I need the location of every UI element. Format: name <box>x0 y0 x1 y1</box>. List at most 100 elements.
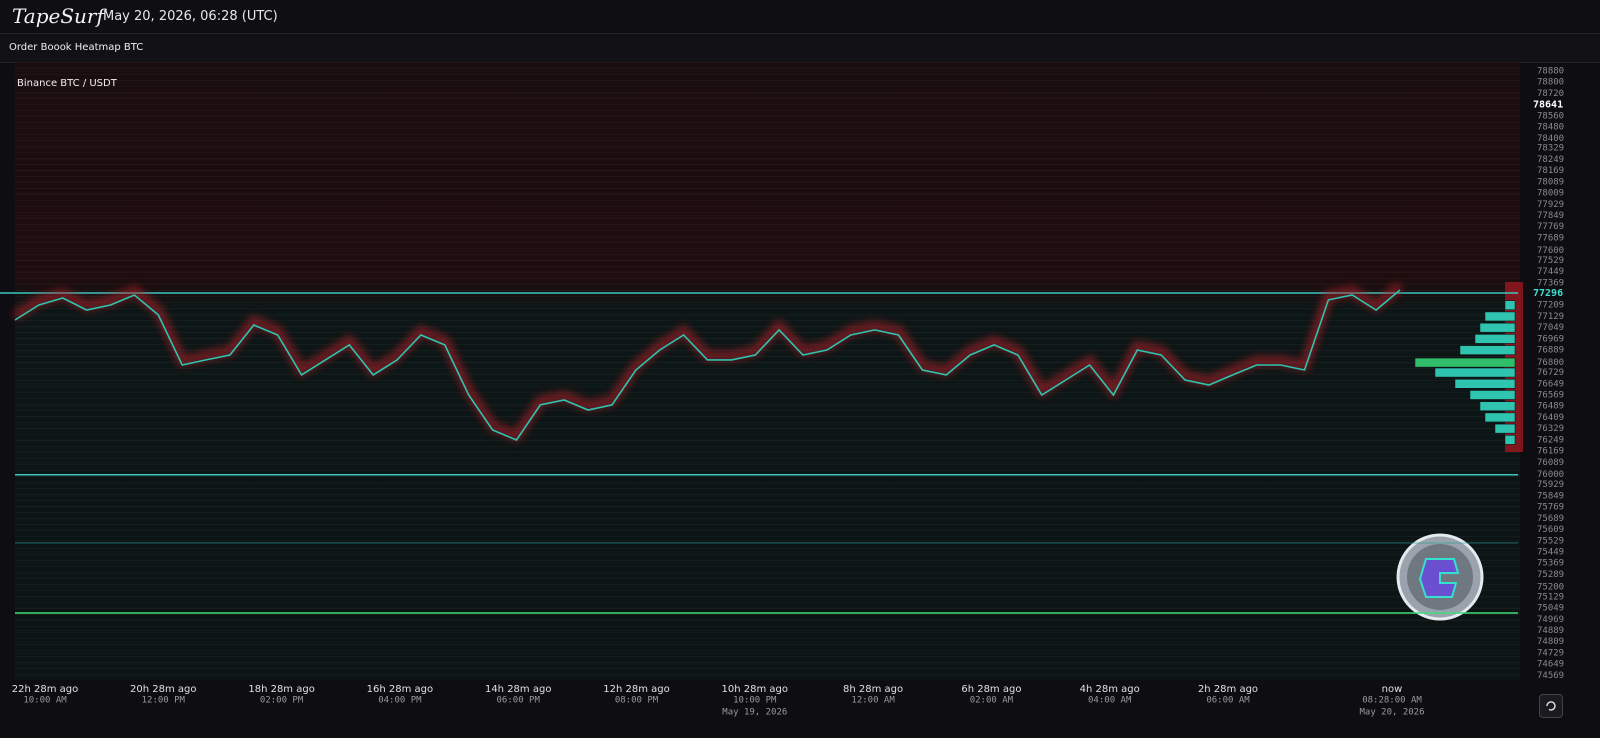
y-tick-label: 75609 <box>1537 525 1564 535</box>
y-tick-label: 77369 <box>1537 278 1564 288</box>
depth-bar <box>1494 423 1516 434</box>
y-tick-label: 76249 <box>1537 435 1564 445</box>
y-tick-label: 77529 <box>1537 256 1564 266</box>
y-tick-label: 76569 <box>1537 390 1564 400</box>
depth-bar <box>1479 322 1516 333</box>
depth-bar <box>1459 345 1516 355</box>
high-label-bg <box>1531 97 1569 112</box>
y-tick-label: 78720 <box>1537 89 1564 99</box>
y-tick-label: 78400 <box>1537 134 1564 144</box>
depth-bar <box>1434 367 1516 378</box>
depth-bar <box>1474 334 1516 344</box>
depth-bar <box>1454 379 1516 389</box>
x-label-ago: now <box>1382 684 1403 695</box>
x-label-ago: 14h 28m ago <box>485 684 551 695</box>
x-label-date: May 19, 2026 <box>722 708 787 718</box>
chart-title: Binance BTC / USDT <box>17 78 118 89</box>
y-tick-label: 78560 <box>1537 111 1564 121</box>
y-tick-label: 77209 <box>1537 301 1564 311</box>
y-tick-label: 75769 <box>1537 503 1564 513</box>
y-tick-label: 74889 <box>1537 626 1564 636</box>
x-label-time: 02:00 PM <box>260 696 304 706</box>
x-label-time: 08:00 PM <box>615 696 659 706</box>
y-tick-label: 78169 <box>1537 166 1564 176</box>
y-tick-label: 75200 <box>1537 582 1564 592</box>
top-bar: TapeSurf May 20, 2026, 06:28 (UTC) <box>0 0 1600 34</box>
y-tick-label: 75529 <box>1537 536 1564 546</box>
y-tick-label: 77049 <box>1537 323 1564 333</box>
y-tick-label: 76649 <box>1537 379 1564 389</box>
price-glow <box>12 282 1404 443</box>
y-tick-label: 78480 <box>1537 123 1564 133</box>
x-label-ago: 20h 28m ago <box>130 684 196 695</box>
y-tick-label: 75449 <box>1537 547 1564 557</box>
y-tick-label: 76409 <box>1537 413 1564 423</box>
x-label-time: 12:00 PM <box>142 696 186 706</box>
depth-bar <box>1469 390 1516 400</box>
depth-bar <box>1484 412 1516 423</box>
panel-bar: Order Boook Heatmap BTC <box>0 34 1600 63</box>
x-label-time: 06:00 PM <box>497 696 541 706</box>
y-tick-label: 75849 <box>1537 491 1564 501</box>
datetime: May 20, 2026, 06:28 (UTC) <box>103 9 278 24</box>
current-label-bg <box>1531 286 1569 301</box>
x-label-ago: 22h 28m ago <box>12 684 78 695</box>
x-label-time: 12:00 AM <box>851 696 895 706</box>
logo[interactable]: TapeSurf <box>12 4 104 28</box>
y-tick-label: 76329 <box>1537 424 1564 434</box>
x-label-time: 08:28:00 AM <box>1362 696 1422 706</box>
x-label-time: 10:00 AM <box>23 696 67 706</box>
watermark-logo <box>1396 533 1484 621</box>
depth-bar <box>1504 435 1516 445</box>
y-tick-label: 77449 <box>1537 267 1564 277</box>
y-tick-label: 76489 <box>1537 402 1564 412</box>
y-tick-label: 75689 <box>1537 514 1564 524</box>
depth-bar <box>1414 357 1516 368</box>
y-tick-label: 77769 <box>1537 222 1564 232</box>
current-price-label: 77296 <box>1533 288 1563 299</box>
chart: Binance BTC / USDT 788807880078720785607… <box>0 62 1569 718</box>
depth-bar <box>1479 401 1516 411</box>
x-label-time: 04:00 AM <box>1088 696 1132 706</box>
x-label-ago: 10h 28m ago <box>722 684 788 695</box>
x-label-ago: 6h 28m ago <box>961 684 1021 695</box>
x-label-ago: 4h 28m ago <box>1080 684 1140 695</box>
x-label-ago: 12h 28m ago <box>603 684 669 695</box>
x-label-time: 06:00 AM <box>1206 696 1250 706</box>
y-tick-label: 77689 <box>1537 233 1564 243</box>
x-label-ago: 16h 28m ago <box>367 684 433 695</box>
high-price-label: 78641 <box>1533 99 1563 110</box>
y-tick-label: 76800 <box>1537 358 1564 368</box>
y-tick-label: 78329 <box>1537 144 1564 154</box>
y-tick-label: 75369 <box>1537 559 1564 569</box>
y-tick-label: 75289 <box>1537 570 1564 580</box>
y-tick-label: 78800 <box>1537 78 1564 88</box>
depth-bar <box>1504 300 1516 310</box>
y-tick-label: 76089 <box>1537 458 1564 468</box>
y-tick-label: 76169 <box>1537 447 1564 457</box>
price-line <box>14 289 1401 441</box>
y-tick-label: 78880 <box>1537 66 1564 76</box>
y-tick-label: 74569 <box>1537 671 1564 681</box>
refresh-icon <box>1546 701 1556 711</box>
y-tick-label: 74809 <box>1537 637 1564 647</box>
y-tick-label: 74969 <box>1537 615 1564 625</box>
y-tick-label: 78249 <box>1537 155 1564 165</box>
y-tick-label: 76889 <box>1537 346 1564 356</box>
y-tick-label: 75049 <box>1537 604 1564 614</box>
refresh-button[interactable] <box>1539 694 1563 718</box>
y-tick-label: 78089 <box>1537 177 1564 187</box>
y-tick-label: 77849 <box>1537 211 1564 221</box>
x-label-time: 02:00 AM <box>970 696 1014 706</box>
y-tick-label: 77129 <box>1537 312 1564 322</box>
y-tick-label: 78009 <box>1537 189 1564 199</box>
x-label-date: May 20, 2026 <box>1359 708 1424 718</box>
y-tick-label: 77600 <box>1537 246 1564 256</box>
x-label-time: 04:00 PM <box>378 696 422 706</box>
x-label-time: 10:00 PM <box>733 696 777 706</box>
y-tick-label: 74649 <box>1537 660 1564 670</box>
y-tick-label: 76000 <box>1537 470 1564 480</box>
y-tick-label: 74729 <box>1537 648 1564 658</box>
x-label-ago: 18h 28m ago <box>248 684 314 695</box>
y-tick-label: 75129 <box>1537 592 1564 602</box>
